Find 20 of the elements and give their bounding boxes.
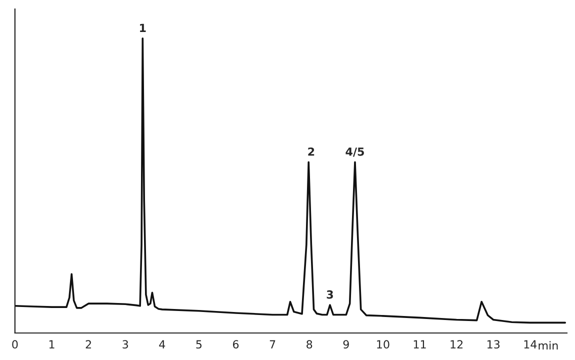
x-tick-label: 0 bbox=[12, 340, 18, 349]
annotation: 2 bbox=[308, 147, 314, 156]
annotation: 1 bbox=[140, 24, 146, 32]
x-axis-title: min bbox=[538, 341, 558, 350]
x-tick-label: 12 bbox=[450, 340, 463, 348]
x-tick-label: 6 bbox=[232, 340, 239, 349]
x-tick-label: 14 bbox=[524, 340, 537, 348]
x-tick-label: 5 bbox=[196, 340, 202, 349]
x-tick-label: 9 bbox=[343, 340, 349, 349]
x-tick-label: 4 bbox=[159, 340, 166, 348]
x-tick-label: 13 bbox=[488, 340, 500, 349]
annotation: 3 bbox=[326, 290, 333, 299]
x-tick-label: 10 bbox=[377, 340, 390, 349]
x-tick-label: 8 bbox=[306, 340, 312, 349]
x-tick-label: 7 bbox=[270, 340, 276, 348]
x-tick-label: 2 bbox=[86, 340, 91, 348]
x-tick-label: 3 bbox=[122, 340, 128, 349]
x-tick-label: 1 bbox=[49, 340, 54, 348]
x-tick-label: 11 bbox=[414, 340, 426, 348]
annotation: 4/5 bbox=[346, 148, 364, 157]
